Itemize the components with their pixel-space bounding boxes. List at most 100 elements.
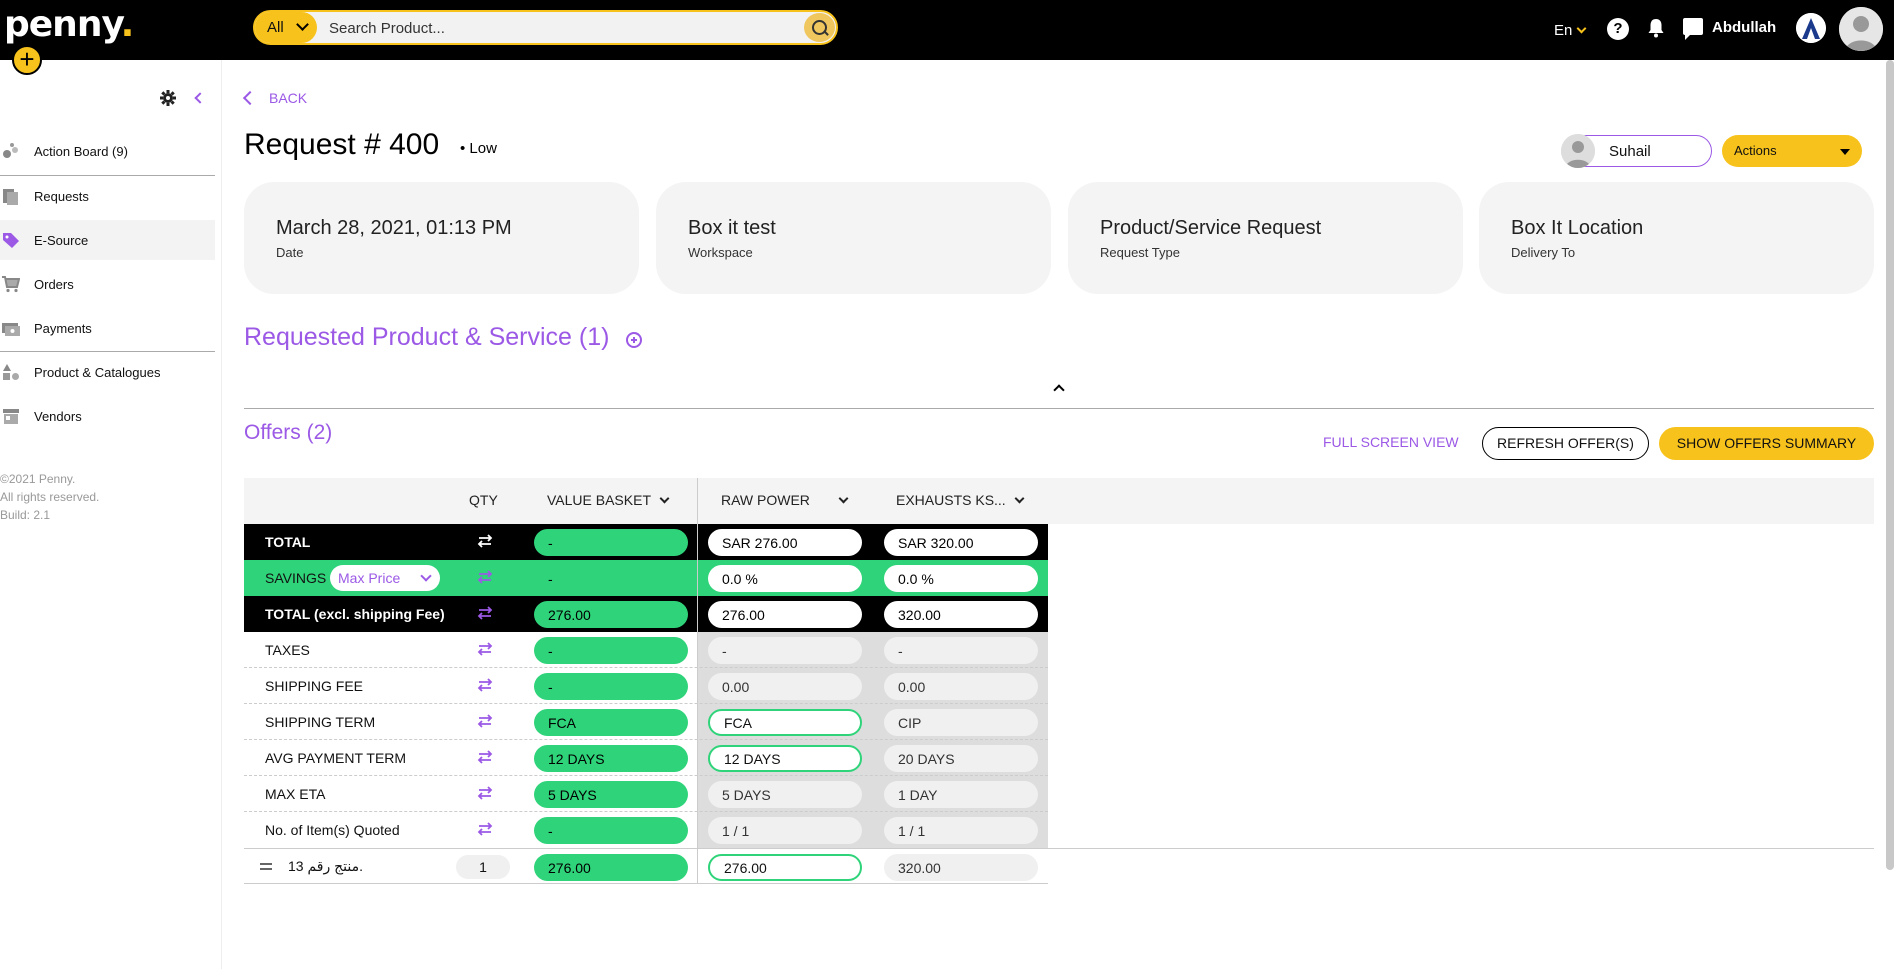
vendor-raw-power-header[interactable]: RAW POWER (721, 492, 849, 508)
add-circle-icon[interactable] (626, 332, 642, 348)
row-label: SAVINGS (265, 570, 327, 586)
card-value: Box it test (688, 217, 776, 239)
savings-mode-label: Max Price (338, 570, 401, 586)
value-basket-header[interactable]: VALUE BASKET (547, 492, 670, 508)
info-card-request-type: Product/Service Request Request Type (1068, 182, 1463, 294)
chevron-up-icon[interactable] (1053, 384, 1065, 396)
sidebar-item-label: Orders (34, 276, 74, 292)
store-icon (3, 409, 19, 424)
sidebar-item-orders[interactable]: Orders (0, 264, 215, 304)
vendor2-cell[interactable]: 320.00 (884, 854, 1038, 881)
assignee-select[interactable]: Suhail (1561, 134, 1712, 168)
user-avatar[interactable] (1839, 7, 1883, 51)
swap-icon[interactable] (476, 748, 494, 766)
chevron-left-icon (242, 90, 258, 106)
vendor2-cell: SAR 320.00 (884, 529, 1038, 556)
sidebar-footer: ©2021 Penny. All rights reserved. Build:… (0, 470, 99, 524)
vendor1-cell[interactable]: 276.00 (708, 854, 862, 881)
search-icon[interactable] (804, 13, 835, 42)
swap-icon[interactable] (476, 820, 494, 838)
help-icon[interactable]: ? (1607, 18, 1629, 40)
username[interactable]: Abdullah (1712, 19, 1777, 36)
swap-icon[interactable] (476, 640, 494, 658)
divider (0, 175, 215, 176)
vendor1-cell: SAR 276.00 (708, 529, 862, 556)
sidebar-item-payments[interactable]: Payments (0, 308, 215, 348)
table-row-items-quoted: No. of Item(s) Quoted - 1 / 1 1 / 1 (244, 812, 1048, 848)
rights-text: All rights reserved. (0, 490, 100, 504)
chevron-down-icon (296, 18, 309, 31)
sidebar-item-label: Action Board (9) (34, 143, 128, 159)
vendor2-cell: 1 DAY (884, 781, 1038, 808)
full-screen-view-link[interactable]: FULL SCREEN VIEW (1323, 434, 1459, 450)
card-label: Delivery To (1511, 245, 1576, 260)
swap-icon[interactable] (476, 676, 494, 694)
chevron-down-icon (659, 493, 670, 504)
vendor-exhausts-header[interactable]: EXHAUSTS KS... (896, 492, 1025, 508)
bell-icon[interactable] (1647, 17, 1665, 39)
header-label: RAW POWER (721, 492, 810, 508)
card-value: March 28, 2021, 01:13 PM (276, 217, 512, 239)
drag-handle-icon[interactable] (260, 863, 272, 870)
language-select[interactable]: En (1554, 22, 1587, 39)
product-name[interactable]: منتج رقم 13. (288, 858, 364, 874)
savings-mode-select[interactable]: Max Price (330, 565, 440, 591)
back-link[interactable]: BACK (242, 90, 307, 106)
quantity-field[interactable]: 1 (456, 855, 510, 879)
organization-logo[interactable] (1796, 13, 1826, 43)
swap-icon[interactable] (476, 712, 494, 730)
sidebar-item-product-catalogues[interactable]: Product & Catalogues (0, 352, 215, 392)
divider (1048, 848, 1874, 849)
chat-icon[interactable] (1683, 18, 1703, 40)
qty-header: QTY (469, 492, 498, 508)
row-label: No. of Item(s) Quoted (265, 822, 400, 838)
actions-dropdown[interactable]: Actions (1722, 135, 1862, 167)
table-row-product: منتج رقم 13. 1 276.00 276.00 320.00 (244, 848, 1048, 884)
swap-icon[interactable] (476, 604, 494, 622)
sidebar-item-vendors[interactable]: Vendors (0, 396, 215, 436)
value-basket-cell: 12 DAYS (534, 745, 688, 772)
sidebar-item-requests[interactable]: Requests (0, 176, 215, 216)
add-button[interactable]: + (12, 45, 42, 75)
card-value: Box It Location (1511, 217, 1644, 239)
table-row-shipping-term: SHIPPING TERM FCA FCA CIP (244, 704, 1048, 740)
row-label: AVG PAYMENT TERM (265, 750, 407, 766)
table-row-total-excl-shipping: TOTAL (excl. shipping Fee) 276.00 276.00… (244, 596, 1048, 632)
show-offers-summary-button[interactable]: SHOW OFFERS SUMMARY (1659, 427, 1874, 460)
sidebar-item-label: Product & Catalogues (34, 364, 161, 380)
info-card-date: March 28, 2021, 01:13 PM Date (244, 182, 639, 294)
gear-icon[interactable] (160, 90, 176, 106)
vendor2-cell: 0.00 (884, 673, 1038, 700)
table-row-taxes: TAXES - - - (244, 632, 1048, 668)
table-row-total: TOTAL - SAR 276.00 SAR 320.00 (244, 524, 1048, 560)
swap-icon[interactable] (476, 568, 494, 586)
requested-section-title: Requested Product & Service (1) (244, 323, 610, 351)
penny-logo[interactable]: penny. (4, 4, 134, 45)
info-card-delivery: Box It Location Delivery To (1479, 182, 1874, 294)
search-input[interactable] (329, 16, 789, 40)
refresh-offers-button[interactable]: REFRESH OFFER(S) (1482, 427, 1649, 460)
swap-icon[interactable] (476, 784, 494, 802)
value-basket-cell: - (534, 637, 688, 664)
vendor1-cell: - (708, 637, 862, 664)
collapse-sidebar-icon[interactable] (194, 92, 206, 104)
search-bar: All (253, 10, 838, 45)
sidebar-item-action-board[interactable]: Action Board (9) (0, 131, 215, 171)
value-basket-cell: FCA (534, 709, 688, 736)
value-basket-cell: - (534, 817, 688, 844)
card-label: Request Type (1100, 245, 1180, 260)
swap-icon[interactable] (476, 532, 494, 550)
search-category-select[interactable]: All (255, 12, 317, 43)
chevron-down-icon (838, 493, 849, 504)
cart-icon (2, 276, 20, 293)
page-scrollbar[interactable] (1886, 60, 1894, 870)
vendor2-cell: 1 / 1 (884, 817, 1038, 844)
vendor2-cell: 0.0 % (884, 565, 1038, 592)
tag-icon (3, 233, 19, 248)
row-label: TOTAL (excl. shipping Fee) (265, 606, 445, 622)
sidebar-item-e-source[interactable]: E-Source (0, 220, 215, 260)
chevron-down-icon (420, 570, 432, 582)
header-label: VALUE BASKET (547, 492, 652, 508)
value-basket-cell: 276.00 (534, 601, 688, 628)
table-row-savings: SAVINGS Max Price - 0.0 % 0.0 % (244, 560, 1048, 596)
